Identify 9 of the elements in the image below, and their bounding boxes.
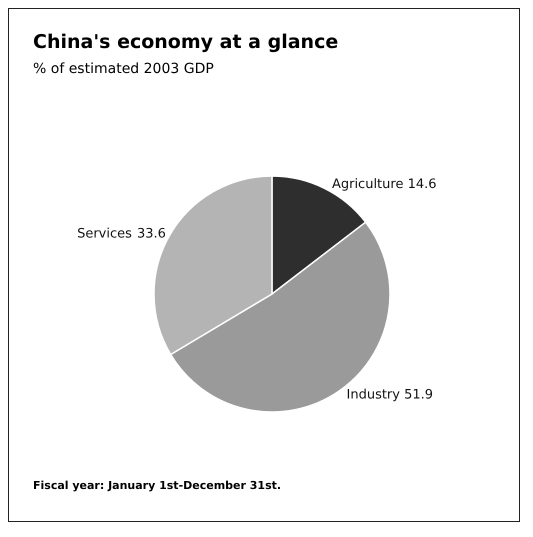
data-label: 33.6: [136, 226, 166, 242]
slice-label: Industry: [346, 387, 400, 402]
chart-subtitle: % of estimated 2003 GDP: [33, 61, 214, 77]
text: Fiscal year: January 1st-December 31st.: [33, 479, 282, 492]
chart-title: China's economy at a glance: [33, 31, 338, 53]
data-label: 14.6: [408, 177, 437, 192]
data-label: 51.9: [404, 387, 434, 402]
slice-label: Agriculture: [332, 177, 404, 192]
slice-label: Services: [77, 226, 132, 242]
